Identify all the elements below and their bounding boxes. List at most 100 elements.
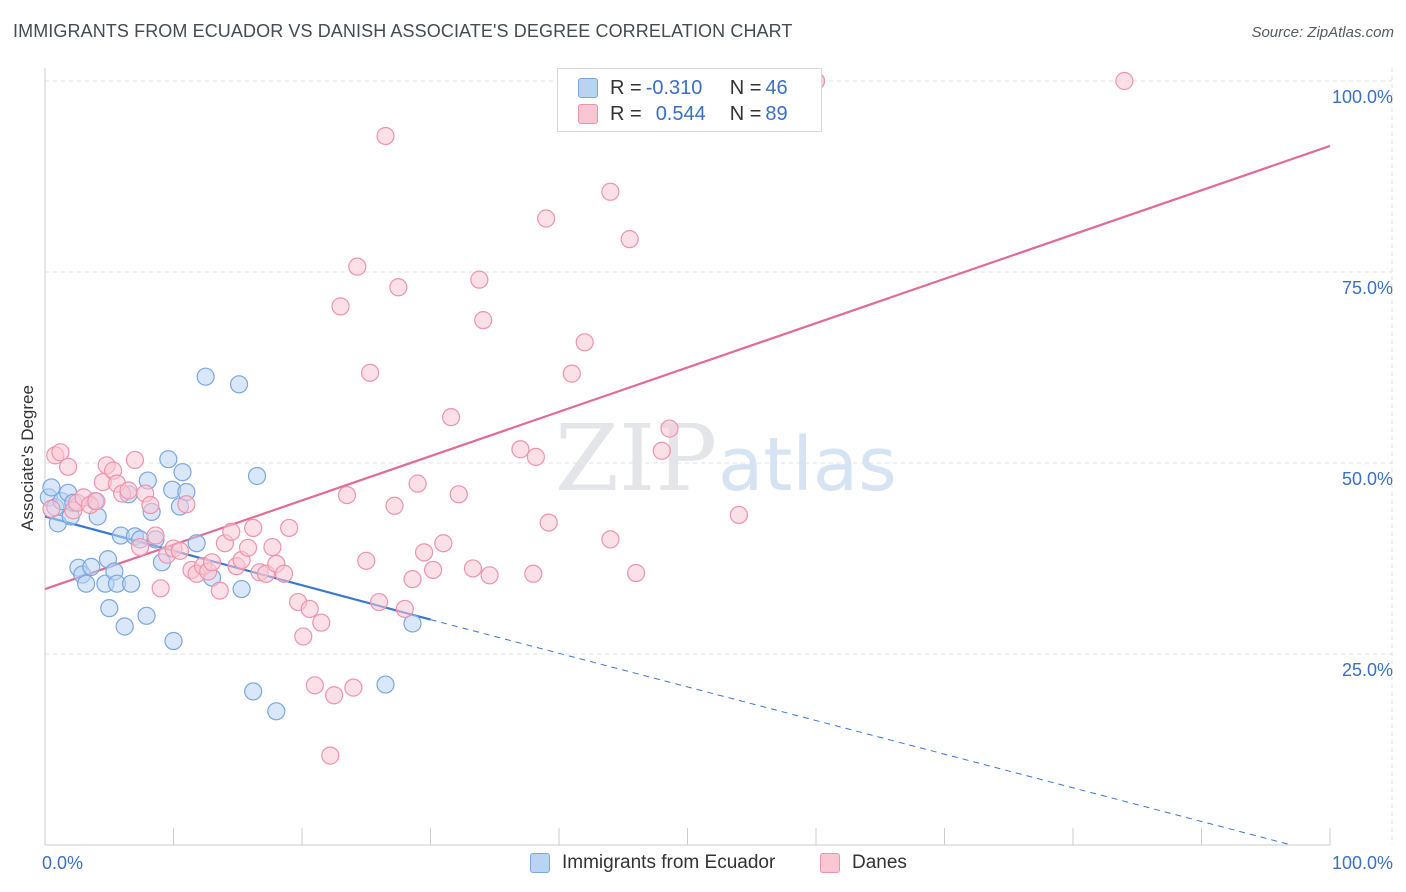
danes-point <box>470 270 489 289</box>
ecuador-point <box>196 367 215 386</box>
danes-point <box>312 613 331 632</box>
danes-point <box>59 457 78 476</box>
y-tick-label: 25.0% <box>1342 660 1393 680</box>
legend-swatch-danes <box>578 104 598 124</box>
danes-point <box>449 485 468 504</box>
danes-point <box>463 559 483 578</box>
ecuador-point <box>115 617 134 636</box>
danes-point <box>263 537 282 557</box>
danes-point <box>51 443 70 462</box>
legend-n-value: 89 <box>765 102 788 125</box>
ecuador-point <box>267 702 286 721</box>
y-tick-label: 50.0% <box>1342 469 1393 489</box>
legend-label-ecuador: Immigrants from Ecuador <box>562 852 776 873</box>
danes-point <box>524 564 543 583</box>
legend-r-value: 0.544 <box>655 102 706 125</box>
x-tick-label: 100.0% <box>1332 853 1393 873</box>
legend-swatch-danes <box>820 853 840 873</box>
danes-point <box>395 599 414 619</box>
danes-point <box>480 566 499 585</box>
watermark: ZIP atlas <box>555 405 897 512</box>
ecuador-point <box>100 599 119 618</box>
danes-point <box>526 447 545 466</box>
danes-point <box>151 579 170 598</box>
series-legend: Immigrants from Ecuador Danes <box>0 852 1406 878</box>
y-axis-label: Associate's Degree <box>18 385 37 531</box>
legend-n-label: N = <box>729 76 762 99</box>
legend-r-label: R = <box>610 76 642 99</box>
ecuador-point <box>164 631 183 651</box>
danes-point <box>434 534 453 553</box>
danes-point <box>42 499 61 518</box>
danes-point <box>325 686 344 705</box>
danes-point <box>357 551 376 570</box>
axes <box>44 68 1331 846</box>
danes-point <box>361 363 380 382</box>
danes-point <box>337 485 357 505</box>
danes-point <box>125 450 145 470</box>
gridlines <box>45 68 1393 845</box>
ecuador-point <box>77 574 96 593</box>
ecuador-point <box>42 478 61 497</box>
danes-point <box>537 209 556 228</box>
chart-title: IMMIGRANTS FROM ECUADOR VS DANISH ASSOCI… <box>13 21 793 41</box>
source-label: Source: ZipAtlas.com <box>1251 24 1394 41</box>
y-tick-label: 75.0% <box>1342 278 1393 298</box>
legend-row-ecuador: R = -0.310 N = 46 <box>578 75 788 101</box>
ecuador-point <box>247 466 267 486</box>
legend-item-ecuador[interactable]: Immigrants from Ecuador <box>530 852 775 874</box>
danes-point <box>130 537 150 557</box>
danes-point <box>660 419 679 438</box>
danes-point <box>119 481 138 500</box>
danes-point <box>238 538 258 557</box>
danes-point <box>280 518 299 538</box>
tick-labels: 25.0% 50.0% 75.0% 100.0% 0.0% 100.0% <box>42 87 1393 873</box>
ecuador-point <box>82 557 101 577</box>
ecuador-point <box>376 675 395 694</box>
ecuador-trendline <box>430 619 1292 846</box>
ecuador-point <box>403 614 422 633</box>
danes-point <box>408 474 427 493</box>
danes-point <box>626 563 646 583</box>
ecuador-point <box>173 463 192 482</box>
ecuador-point <box>244 682 263 701</box>
ecuador-point <box>232 579 251 599</box>
danes-point <box>300 599 319 619</box>
legend-n-value: 46 <box>765 76 788 99</box>
danes-point <box>441 408 461 427</box>
danes-point <box>274 564 294 583</box>
legend-r-value: -0.310 <box>645 76 703 99</box>
danes-point <box>1115 71 1134 91</box>
danes-point <box>511 440 530 459</box>
correlation-legend: R = -0.310 N = 46 R = 0.544 N = 89 <box>557 68 822 132</box>
danes-point <box>294 627 313 646</box>
danes-point <box>539 513 558 532</box>
legend-label-danes: Danes <box>852 852 907 873</box>
y-tick-label: 100.0% <box>1332 87 1393 107</box>
danes-point <box>370 592 389 612</box>
danes-point <box>222 522 241 541</box>
danes-point <box>601 182 620 201</box>
danes-point <box>170 541 190 560</box>
danes-point <box>177 495 196 514</box>
legend-n-label: N = <box>729 102 762 125</box>
ecuador-point <box>229 375 249 394</box>
danes-point <box>376 126 395 146</box>
ecuador-point <box>137 606 156 625</box>
danes-point <box>403 570 422 589</box>
danes-point <box>348 257 367 276</box>
danes-point <box>620 230 639 249</box>
danes-point <box>331 297 350 316</box>
legend-item-danes[interactable]: Danes <box>820 852 907 874</box>
legend-swatch-ecuador <box>530 853 550 873</box>
danes-point <box>575 333 594 352</box>
danes-point <box>414 543 434 562</box>
danes-point <box>423 560 443 580</box>
danes-point <box>87 492 106 511</box>
danes-point <box>141 495 160 515</box>
danes-point <box>652 441 671 460</box>
x-tick-label: 0.0% <box>42 853 83 873</box>
ecuador-point <box>121 574 141 593</box>
danes-point <box>385 496 404 515</box>
